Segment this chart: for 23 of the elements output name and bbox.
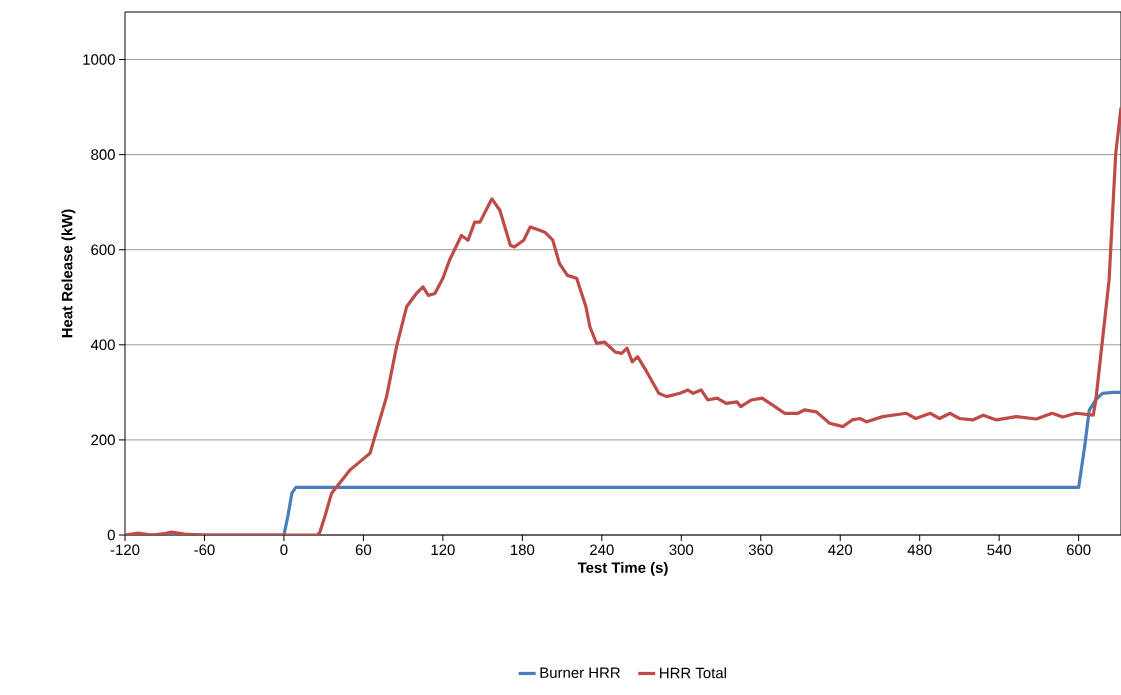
x-tick-label: 540	[987, 544, 1012, 556]
y-axis-title: Heat Release (kW)	[61, 209, 76, 338]
legend-label: HRR Total	[660, 667, 726, 679]
y-tick-label: 600	[91, 244, 115, 256]
x-tick-label: 420	[828, 544, 853, 556]
y-tick-label: 200	[91, 434, 115, 446]
y-tick-label: 400	[90, 339, 115, 351]
x-tick-label: 480	[907, 544, 932, 556]
x-tick-label: 180	[511, 544, 535, 556]
y-tick-label: 1000	[83, 54, 115, 65]
x-tick-label: 60	[355, 544, 372, 556]
x-tick-label: -60	[194, 544, 215, 556]
x-tick-label: 0	[280, 544, 288, 556]
y-tick-label: 0	[107, 529, 115, 541]
x-tick-label: 240	[590, 544, 614, 556]
legend-label: Burner HRR	[540, 667, 620, 679]
x-tick-label: 360	[748, 544, 773, 556]
y-tick-label: 800	[91, 149, 115, 160]
x-tick-label: -120	[110, 544, 140, 556]
x-tick-label: 120	[431, 544, 455, 556]
x-tick-label: 300	[669, 544, 694, 556]
x-axis-title: Test Time (s)	[577, 561, 668, 576]
x-tick-label: 600	[1066, 544, 1091, 556]
